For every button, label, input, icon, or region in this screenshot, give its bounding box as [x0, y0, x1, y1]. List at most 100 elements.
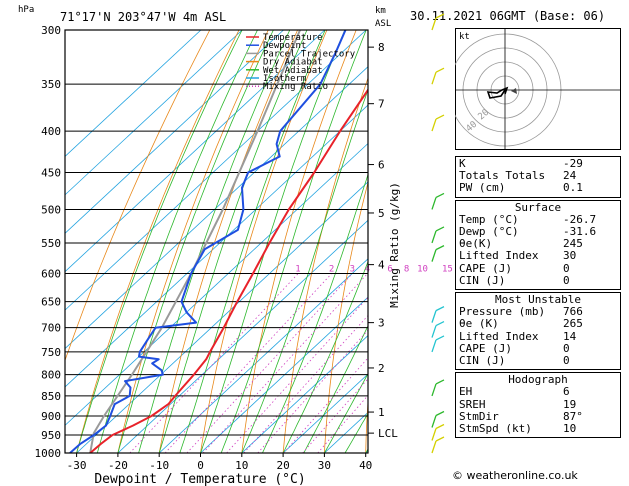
- location-title: 71°17'N 203°47'W 4m ASL: [60, 10, 226, 24]
- indices-label: SREH: [459, 397, 486, 411]
- indices-label: CAPE (J): [459, 341, 512, 355]
- indices-label: Dewp (°C): [459, 225, 519, 239]
- surface-indices-box: Surface Temp (°C) -26.7 Dewp (°C) -31.6 θe(K)…: [455, 199, 621, 291]
- pressure-tick-label: 800: [41, 369, 61, 382]
- indices-value: -29: [563, 157, 583, 170]
- indices-value: 87°: [563, 409, 583, 423]
- temperature-tick-label: 10: [235, 459, 248, 472]
- wind-barb-staff: [431, 325, 437, 338]
- temperature-line: [89, 88, 368, 453]
- indices-row: CAPE (J) 0: [459, 341, 617, 355]
- most-unstable-box: Most Unstable Pressure (mb) 766 θe (K) 265 Li…: [455, 292, 621, 371]
- temperature-tick-label: -10: [149, 459, 169, 472]
- wet-adiabat-line: [220, 30, 367, 453]
- pressure-tick-label: 1000: [35, 447, 62, 460]
- height-tick-label: 7: [378, 98, 385, 111]
- wind-barb-staff: [431, 71, 437, 85]
- pressure-tick-label: 400: [41, 125, 61, 138]
- basic-indices-box: K -29 Totals Totals 24 PW (cm) 0.1: [455, 156, 621, 198]
- indices-value: 10: [563, 422, 577, 436]
- indices-row: K -29: [459, 157, 617, 170]
- wind-barb: [431, 192, 445, 210]
- indices-row: SREH 19: [459, 397, 617, 411]
- wind-barb-staff: [431, 17, 437, 31]
- indices-row: Temp (°C) -26.7: [459, 212, 617, 226]
- wind-barb-flag: [435, 321, 445, 327]
- temperature-tick-label: -20: [108, 459, 128, 472]
- indices-row: StmSpd (kt) 10: [459, 422, 617, 436]
- isotherm-line: [65, 142, 368, 426]
- indices-section-title: Hodograph: [508, 373, 568, 387]
- wind-barb: [431, 423, 445, 441]
- height-axis-label: km: [375, 6, 386, 16]
- indices-section-title: Surface: [514, 200, 562, 214]
- indices-value: 30: [563, 249, 577, 263]
- mixing-ratio-label: 1: [295, 265, 300, 275]
- temperature-tick-label: 0: [197, 459, 204, 472]
- mixing-ratio-label: 6: [387, 265, 392, 275]
- pressure-tick-label: 700: [41, 322, 61, 335]
- indices-value: 0.1: [563, 181, 583, 195]
- indices-value: 0: [563, 341, 570, 355]
- wind-barb-flag: [435, 335, 445, 341]
- indices-value: 0: [563, 273, 570, 287]
- wind-barb-flag: [435, 67, 445, 73]
- wet-adiabat-line: [324, 372, 368, 453]
- wind-barb: [431, 226, 445, 244]
- wind-barb-staff: [431, 197, 437, 210]
- wind-barb-staff: [431, 249, 437, 262]
- indices-label: Temp (°C): [459, 212, 519, 226]
- wind-barb-staff: [431, 230, 437, 244]
- isotherm-line: [117, 219, 368, 453]
- indices-value: 14: [563, 329, 577, 343]
- wind-barb: [431, 114, 445, 132]
- indices-row: θe(K) 245: [459, 238, 617, 250]
- isotherm-line: [158, 258, 368, 453]
- isotherm-line: [65, 104, 368, 388]
- legend-label: Mixing Ratio: [263, 82, 328, 92]
- pressure-tick-label: 450: [41, 166, 61, 179]
- temperature-tick-label: -30: [67, 459, 87, 472]
- height-tick-label: 2: [378, 362, 385, 375]
- indices-panel: K -29 Totals Totals 24 PW (cm) 0.1 Surface Tem…: [455, 156, 621, 440]
- wind-barb: [431, 321, 445, 338]
- indices-value: -26.7: [563, 212, 597, 226]
- wind-barb-flag: [435, 13, 445, 19]
- indices-label: θe (K): [459, 317, 499, 331]
- mixing-ratio-label: 8: [404, 265, 409, 275]
- legend-label: Wet Adiabat: [263, 66, 323, 76]
- indices-value: 0: [563, 261, 570, 275]
- temperature-tick-label: 30: [318, 459, 331, 472]
- hodograph-trace: [486, 86, 509, 99]
- storm-motion-marker: [511, 88, 517, 94]
- wind-barb-flag: [435, 410, 445, 417]
- wind-barb-staff: [431, 428, 437, 441]
- legend-label: Parcel Trajectory: [263, 49, 356, 59]
- indices-row: Dewp (°C) -31.6: [459, 225, 617, 239]
- mixing-ratio-line: [302, 378, 368, 453]
- height-tick-label: 5: [378, 207, 385, 220]
- wind-barb-flag: [435, 226, 445, 232]
- temperature-tick-label: 20: [276, 459, 289, 472]
- height-tick-label: 8: [378, 41, 385, 54]
- wind-barb-flag: [435, 245, 445, 251]
- pressure-tick-label: 850: [41, 390, 61, 403]
- isotherm-line: [65, 30, 202, 157]
- indices-label: Pressure (mb): [459, 305, 546, 319]
- mixing-ratio-line: [129, 273, 299, 453]
- indices-label: PW (cm): [459, 181, 506, 195]
- dry-adiabat-line: [324, 180, 368, 453]
- indices-row: PW (cm) 0.1: [459, 182, 617, 194]
- mixing-ratio-line: [243, 314, 368, 453]
- indices-label: CIN (J): [459, 354, 506, 368]
- indices-row: Lifted Index 30: [459, 250, 617, 262]
- wind-barb-flag: [435, 192, 445, 199]
- pressure-tick-label: 600: [41, 268, 61, 281]
- height-tick-label: 3: [378, 317, 385, 330]
- indices-value: 6: [563, 385, 570, 399]
- pressure-tick-label: 750: [41, 346, 61, 359]
- wind-barb: [431, 335, 445, 353]
- indices-section-title: Most Unstable: [494, 293, 582, 307]
- pressure-tick-label: 500: [41, 203, 61, 216]
